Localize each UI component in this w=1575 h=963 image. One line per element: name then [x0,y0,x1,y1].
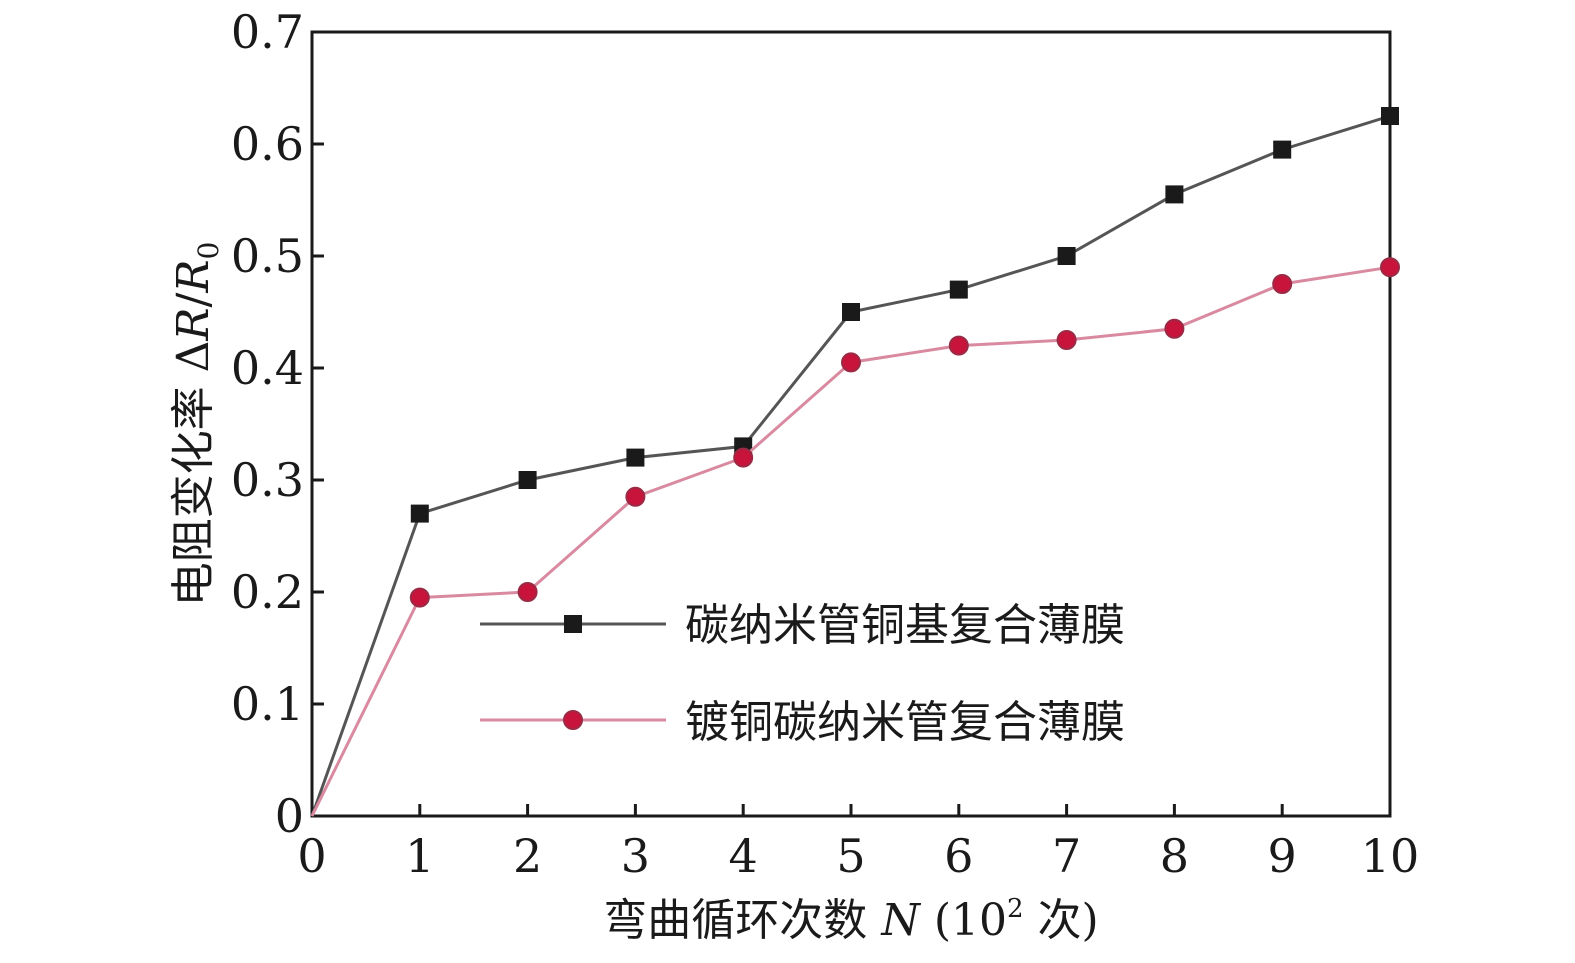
y-tick-label: 0.2 [231,565,304,619]
legend-item-series-1: 碳纳米管铜基复合薄膜 [480,600,1125,651]
x-tick-label: 9 [1268,829,1297,883]
legend-label-series-2: 镀铜碳纳米管复合薄膜 [685,697,1125,748]
data-point-circle [517,582,538,602]
x-axis-title-main: 弯曲循环次数 [603,895,867,946]
series-2 [310,257,1400,817]
data-point-square [949,280,968,299]
data-point-circle [625,486,646,507]
legend-marker-square [564,615,582,633]
y-tick-label: 0.1 [231,677,304,731]
y-tick-label: 0.4 [231,341,304,395]
data-point-square [842,303,860,321]
y-axis-title-var1: R [168,307,219,341]
x-axis-title-var: N [880,895,921,946]
data-point-circle [1380,257,1400,278]
data-point-square [1165,185,1184,204]
x-tick-label: 0 [297,829,326,883]
data-point-square [410,504,429,523]
y-axis-title-var2: R [168,259,219,293]
data-point-square [626,448,645,467]
y-tick-label: 0.3 [231,453,304,507]
y-axis-title-slash: / [168,292,219,307]
data-point-circle [1272,274,1293,294]
series-1 [310,107,1399,817]
data-point-circle [409,587,430,608]
y-tick-label: 0.5 [231,229,304,283]
data-point-square [1057,247,1076,265]
x-tick-label: 3 [621,829,650,883]
x-tick-label: 8 [1160,829,1189,883]
x-tick-label: 4 [729,829,758,883]
x-axis-title: 弯曲循环次数 N (102 次) [603,894,1098,946]
legend-item-series-2: 镀铜碳纳米管复合薄膜 [480,697,1125,748]
x-axis-title-unit-close: 次) [1024,895,1099,946]
x-tick-label: 2 [513,829,542,883]
x-tick-label: 6 [944,829,973,883]
y-tick-label: 0.7 [231,5,304,59]
data-point-circle [1056,330,1077,350]
data-point-square [518,471,537,489]
x-axis-title-unit-open: (10 [934,895,1007,946]
data-point-circle [733,447,754,468]
x-axis-ticks: 0 1 2 3 4 5 6 7 8 9 10 [297,804,1419,883]
y-tick-label: 0 [275,789,304,843]
data-point-circle [948,335,969,356]
x-axis-title-unit-sup: 2 [1007,894,1024,924]
x-tick-label: 10 [1361,829,1420,883]
x-tick-label: 5 [836,829,865,883]
y-tick-label: 0.6 [231,117,304,171]
x-tick-label: 7 [1052,829,1081,883]
legend-marker-circle [563,710,583,730]
data-point-circle [841,352,861,373]
y-axis-title-main: 电阻变化率 [168,372,219,606]
y-axis-title-sub: 0 [192,242,225,260]
x-tick-label: 1 [405,829,434,883]
data-point-circle [1164,318,1185,339]
series-layer [310,107,1400,817]
legend-label-series-1: 碳纳米管铜基复合薄膜 [685,600,1125,651]
y-axis-title: 电阻变化率 ΔR/R0 [168,242,225,607]
y-axis-title-delta: Δ [168,341,219,373]
data-point-square [1381,107,1399,125]
data-point-square [1273,140,1292,159]
legend: 碳纳米管铜基复合薄膜 镀铜碳纳米管复合薄膜 [480,600,1125,748]
y-axis-ticks: 0 0.1 0.2 0.3 0.4 0.5 0.6 0.7 [231,5,324,843]
